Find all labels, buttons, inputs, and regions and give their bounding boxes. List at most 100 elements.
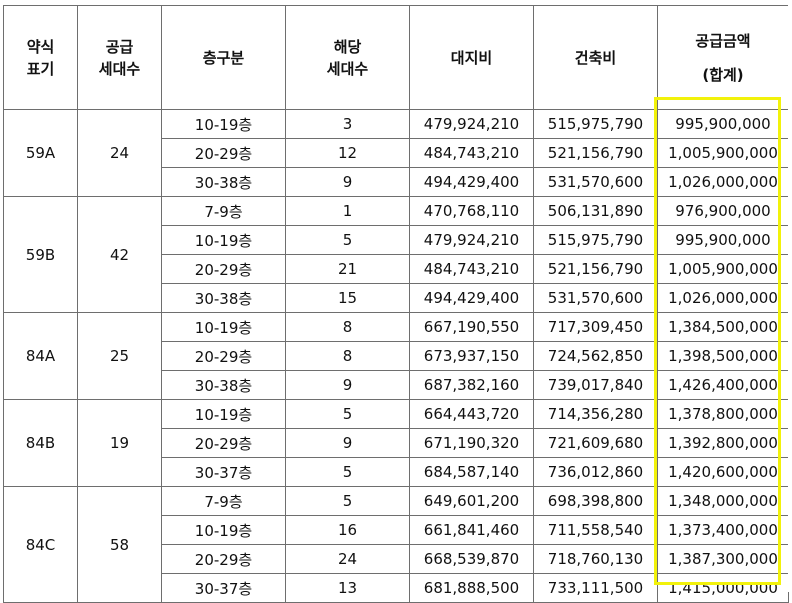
header-supply-units: 공급 세대수 [77, 5, 162, 110]
total-supply-cell: 1,026,000,000 [657, 167, 789, 197]
applicable-units-cell: 16 [285, 515, 410, 545]
land-cost-cell: 494,429,400 [409, 167, 534, 197]
building-cost-cell: 717,309,450 [533, 312, 658, 342]
header-land-cost: 대지비 [409, 5, 534, 110]
applicable-units-cell: 8 [285, 341, 410, 371]
land-cost-cell: 668,539,870 [409, 544, 534, 574]
table-row: 84C 58 7-9층 5 649,601,200 698,398,800 1,348,00… [3, 486, 789, 603]
header-building-cost: 건축비 [533, 5, 658, 110]
type-code-cell: 84A [3, 312, 78, 400]
supply-units-cell: 24 [77, 109, 162, 197]
header-row: 약식 표기 공급 세대수 층구분 해당 세대수 대지비 건축비 공급금액 (합계… [3, 5, 789, 110]
floor-group-cell: 20-29층 [161, 341, 286, 371]
building-cost-cell: 506,131,890 [533, 196, 658, 226]
land-cost-cell: 667,190,550 [409, 312, 534, 342]
applicable-units-cell: 3 [285, 109, 410, 139]
total-supply-cell: 1,398,500,000 [657, 341, 789, 371]
applicable-units-cell: 15 [285, 283, 410, 313]
building-cost-cell: 531,570,600 [533, 283, 658, 313]
land-cost-cell: 661,841,460 [409, 515, 534, 545]
type-code-cell: 59A [3, 109, 78, 197]
building-cost-cell: 521,156,790 [533, 254, 658, 284]
applicable-units-cell: 9 [285, 370, 410, 400]
floor-group-cell: 7-9층 [161, 486, 286, 516]
floor-group-cell: 10-19층 [161, 399, 286, 429]
land-cost-cell: 687,382,160 [409, 370, 534, 400]
building-cost-cell: 724,562,850 [533, 341, 658, 371]
land-cost-cell: 494,429,400 [409, 283, 534, 313]
table-row: 20-29층 9 671,190,320 721,609,680 1,392,800,0… [4, 428, 789, 458]
floor-group-cell: 7-9층 [161, 196, 286, 226]
total-supply-cell: 1,026,000,000 [657, 283, 789, 313]
applicable-units-cell: 9 [285, 428, 410, 458]
supply-price-table: 약식 표기 공급 세대수 층구분 해당 세대수 대지비 건축비 공급금액 (합계… [3, 5, 789, 603]
land-cost-cell: 484,743,210 [409, 138, 534, 168]
floor-group-cell: 20-29층 [161, 428, 286, 458]
building-cost-cell: 521,156,790 [533, 138, 658, 168]
total-supply-cell: 1,348,000,000 [657, 486, 789, 516]
applicable-units-cell: 12 [285, 138, 410, 168]
applicable-units-cell: 21 [285, 254, 410, 284]
building-cost-cell: 515,975,790 [533, 225, 658, 255]
supply-units-cell: 25 [77, 312, 162, 400]
type-code-cell: 84B [3, 399, 78, 487]
floor-group-cell: 30-38층 [161, 370, 286, 400]
applicable-units-cell: 8 [285, 312, 410, 342]
building-cost-cell: 721,609,680 [533, 428, 658, 458]
right-edge-mask [788, 5, 792, 592]
type-code-cell: 84C [3, 486, 78, 603]
table-body: 59A 24 10-19층 3 479,924,210 515,975,790 995,90… [3, 109, 789, 603]
floor-group-cell: 30-37층 [161, 573, 286, 603]
supply-units-cell: 42 [77, 196, 162, 313]
floor-group-cell: 20-29층 [161, 138, 286, 168]
building-cost-cell: 711,558,540 [533, 515, 658, 545]
floor-group-cell: 20-29층 [161, 254, 286, 284]
floor-group-cell: 10-19층 [161, 515, 286, 545]
total-supply-cell: 995,900,000 [657, 225, 789, 255]
total-supply-cell: 1,392,800,000 [657, 428, 789, 458]
total-supply-cell: 1,415,000,000 [657, 573, 789, 603]
land-cost-cell: 664,443,720 [409, 399, 534, 429]
header-type-code: 약식 표기 [3, 5, 78, 110]
applicable-units-cell: 13 [285, 573, 410, 603]
building-cost-cell: 733,111,500 [533, 573, 658, 603]
header-floor-group: 층구분 [161, 5, 286, 110]
total-supply-cell: 995,900,000 [657, 109, 789, 139]
building-cost-cell: 714,356,280 [533, 399, 658, 429]
land-cost-cell: 470,768,110 [409, 196, 534, 226]
land-cost-cell: 479,924,210 [409, 225, 534, 255]
floor-group-cell: 10-19층 [161, 312, 286, 342]
supply-units-cell: 58 [77, 486, 162, 603]
header-applicable-units: 해당 세대수 [285, 5, 410, 110]
type-code-cell: 59B [3, 196, 78, 313]
total-supply-cell: 1,378,800,000 [657, 399, 789, 429]
total-supply-cell: 1,387,300,000 [657, 544, 789, 574]
floor-group-cell: 30-38층 [161, 283, 286, 313]
applicable-units-cell: 1 [285, 196, 410, 226]
applicable-units-cell: 5 [285, 457, 410, 487]
table-row: 84B 19 10-19층 5 664,443,720 714,356,280 1,378,… [3, 399, 789, 487]
applicable-units-cell: 5 [285, 225, 410, 255]
building-cost-cell: 698,398,800 [533, 486, 658, 516]
floor-group-cell: 30-37층 [161, 457, 286, 487]
floor-group-cell: 20-29층 [161, 544, 286, 574]
land-cost-cell: 649,601,200 [409, 486, 534, 516]
table-row: 30-38층 9 494,429,400 531,570,600 1,026,000,0… [4, 167, 789, 197]
total-supply-cell: 1,420,600,000 [657, 457, 789, 487]
land-cost-cell: 673,937,150 [409, 341, 534, 371]
land-cost-cell: 671,190,320 [409, 428, 534, 458]
land-cost-cell: 484,743,210 [409, 254, 534, 284]
table-row: 30-37층 5 684,587,140 736,012,860 1,420,600,0… [4, 457, 789, 487]
applicable-units-cell: 5 [285, 399, 410, 429]
table-row: 84A 25 10-19층 8 667,190,550 717,309,450 1,384,… [3, 312, 789, 400]
building-cost-cell: 718,760,130 [533, 544, 658, 574]
total-supply-cell: 976,900,000 [657, 196, 789, 226]
applicable-units-cell: 5 [285, 486, 410, 516]
total-supply-cell: 1,384,500,000 [657, 312, 789, 342]
floor-group-cell: 10-19층 [161, 225, 286, 255]
building-cost-cell: 531,570,600 [533, 167, 658, 197]
header-total-supply: 공급금액 (합계) [657, 5, 789, 110]
table-row: 59B 42 7-9층 1 470,768,110 506,131,890 976,900,… [3, 196, 789, 313]
total-supply-cell: 1,373,400,000 [657, 515, 789, 545]
table-row: 59A 24 10-19층 3 479,924,210 515,975,790 995,90… [3, 109, 789, 197]
